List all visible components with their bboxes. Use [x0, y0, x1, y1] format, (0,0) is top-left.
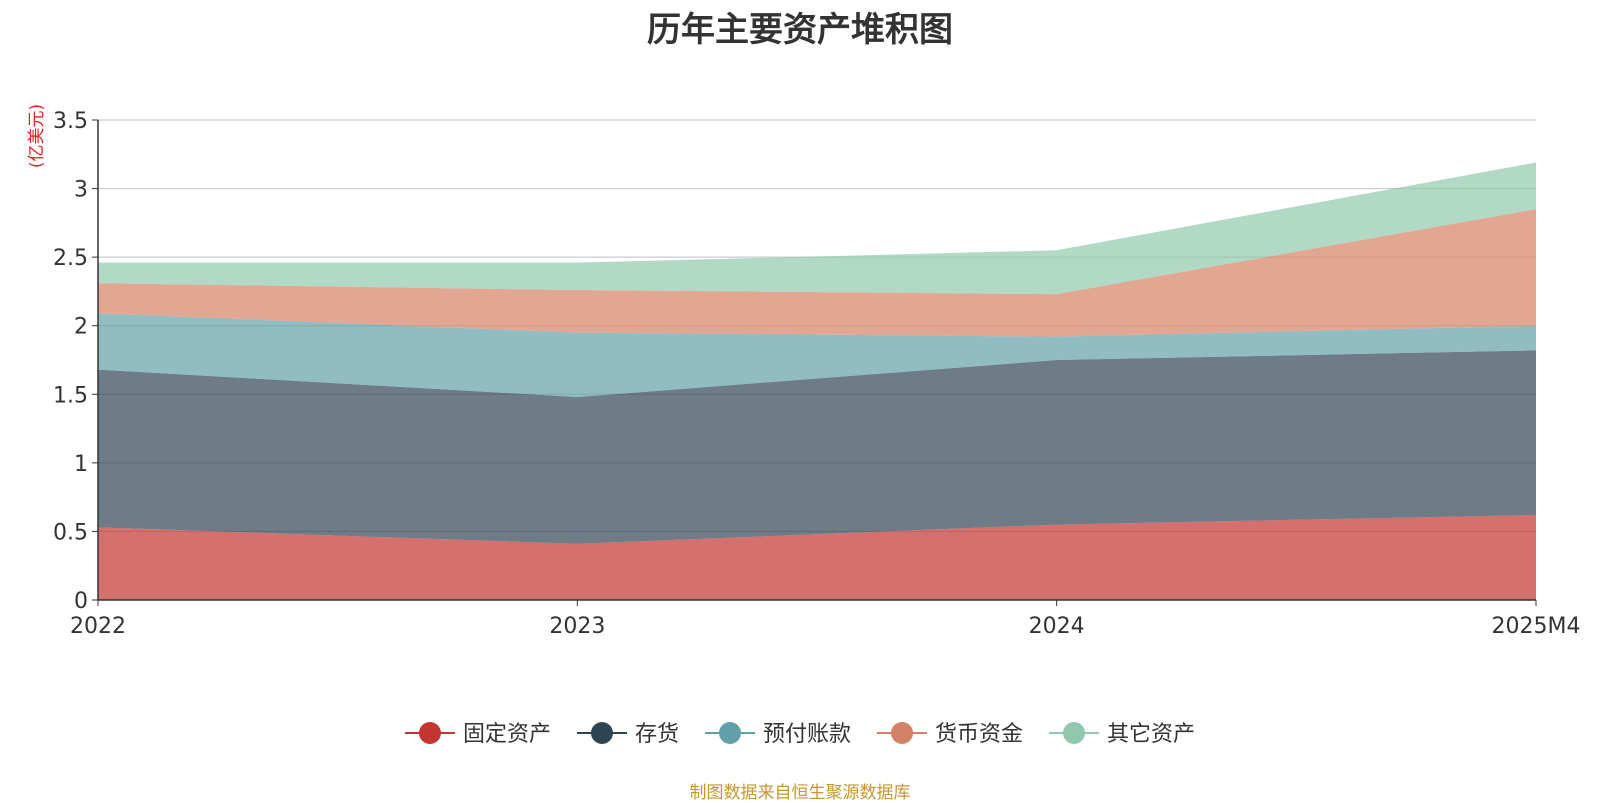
- y-tick-label: 0: [74, 589, 88, 614]
- legend-circle-icon: [891, 722, 914, 744]
- series-areas: [98, 162, 1536, 600]
- legend-circle-icon: [718, 722, 741, 744]
- chart-title: 历年主要资产堆积图: [647, 10, 953, 50]
- legend-label: 其它资产: [1107, 722, 1195, 747]
- source-note: 制图数据来自恒生聚源数据库: [689, 783, 911, 803]
- legend-circle-icon: [1063, 722, 1086, 744]
- y-tick-label: 3: [74, 178, 88, 203]
- y-tick-label: 0.5: [53, 520, 88, 545]
- y-tick-label: 3.5: [53, 109, 88, 134]
- area-series-2: [98, 313, 1536, 398]
- legend-label: 货币资金: [935, 722, 1023, 747]
- y-tick-label: 1: [74, 452, 88, 477]
- legend: 固定资产 存货 预付账款 货币资金 其它资产: [404, 722, 1195, 747]
- area-series-0: [98, 514, 1536, 600]
- area-series-1: [98, 350, 1536, 544]
- y-axis-unit-label: (亿美元): [27, 104, 47, 168]
- axes: 0 0.5 1 1.5 2 2.5 3 3.5 2022 2023 2024 2025M4: [53, 109, 1580, 639]
- legend-label: 固定资产: [463, 722, 551, 747]
- legend-label: 预付账款: [763, 722, 851, 747]
- y-tick-label: 2: [74, 315, 88, 340]
- legend-label: 存货: [635, 722, 679, 747]
- legend-item-0[interactable]: 固定资产: [404, 722, 551, 747]
- y-tick-label: 2.5: [53, 246, 88, 271]
- legend-item-1[interactable]: 存货: [576, 722, 679, 747]
- x-tick-label: 2025M4: [1492, 614, 1581, 639]
- x-tick-label: 2023: [549, 614, 605, 639]
- legend-item-2[interactable]: 预付账款: [704, 722, 851, 747]
- y-tick-label: 1.5: [53, 383, 88, 408]
- legend-circle-icon: [590, 722, 613, 744]
- x-tick-label: 2024: [1029, 614, 1085, 639]
- area-series-4: [98, 162, 1536, 295]
- legend-item-3[interactable]: 货币资金: [877, 722, 1023, 747]
- legend-circle-icon: [418, 722, 441, 744]
- x-tick-label: 2022: [70, 614, 126, 639]
- area-series-3: [98, 209, 1536, 337]
- legend-item-4[interactable]: 其它资产: [1049, 722, 1195, 747]
